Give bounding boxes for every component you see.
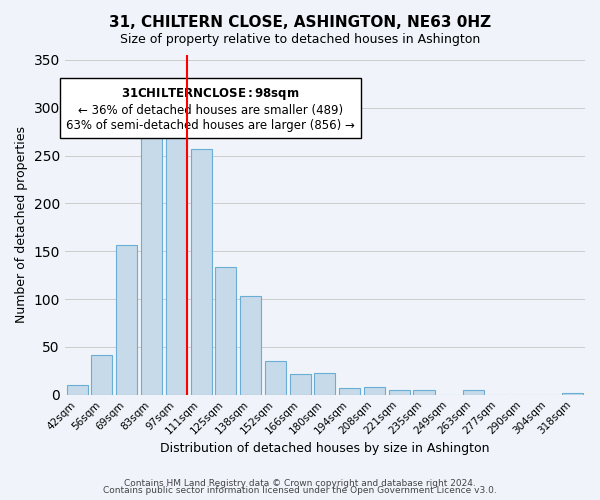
Bar [67, 385, 88, 394]
Text: 31, CHILTERN CLOSE, ASHINGTON, NE63 0HZ: 31, CHILTERN CLOSE, ASHINGTON, NE63 0HZ [109, 15, 491, 30]
Text: Contains HM Land Registry data © Crown copyright and database right 2024.: Contains HM Land Registry data © Crown c… [124, 478, 476, 488]
Bar [166, 124, 187, 394]
Bar [215, 266, 236, 394]
Y-axis label: Number of detached properties: Number of detached properties [15, 126, 28, 324]
Text: Contains public sector information licensed under the Open Government Licence v3: Contains public sector information licen… [103, 486, 497, 495]
Bar [413, 390, 434, 394]
Bar [240, 296, 261, 394]
X-axis label: Distribution of detached houses by size in Ashington: Distribution of detached houses by size … [160, 442, 490, 455]
Text: Size of property relative to detached houses in Ashington: Size of property relative to detached ho… [120, 32, 480, 46]
Bar [364, 387, 385, 394]
Text: $\bf{31 CHILTERN CLOSE: 98sqm}$
← 36% of detached houses are smaller (489)
63% o: $\bf{31 CHILTERN CLOSE: 98sqm}$ ← 36% of… [66, 86, 355, 132]
Bar [314, 372, 335, 394]
Bar [463, 390, 484, 394]
Bar [265, 361, 286, 394]
Bar [562, 393, 583, 394]
Bar [339, 388, 360, 394]
Bar [116, 244, 137, 394]
Bar [290, 374, 311, 394]
Bar [141, 126, 162, 394]
Bar [191, 149, 212, 394]
Bar [389, 390, 410, 394]
Bar [91, 354, 112, 395]
